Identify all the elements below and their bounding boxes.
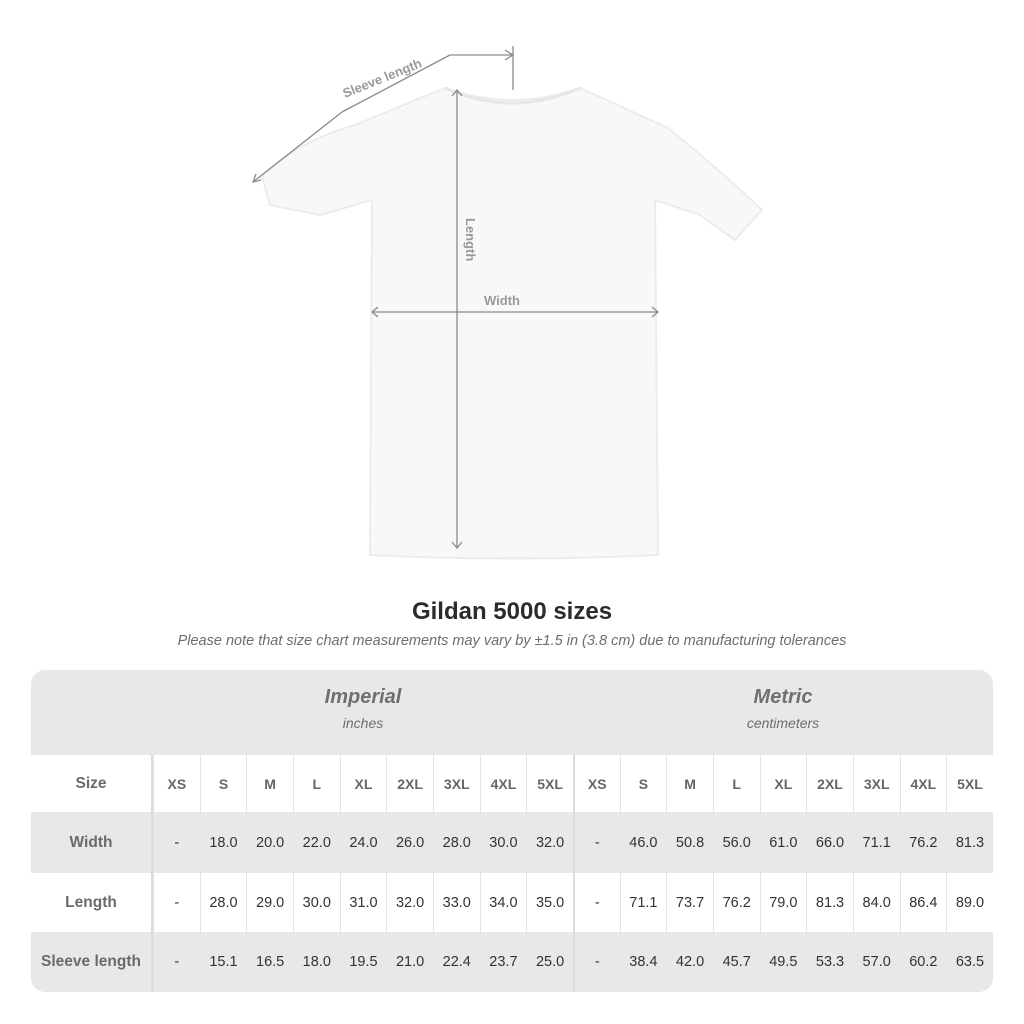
value-cell-metric: 56.0	[712, 812, 760, 873]
size-header-imperial: S	[199, 755, 247, 812]
size-header-metric: XS	[572, 755, 620, 812]
value-cell-imperial: 19.5	[339, 932, 387, 992]
value-cell-metric: 61.0	[759, 812, 807, 873]
value-cell-imperial: 30.0	[292, 873, 340, 932]
size-header-imperial: 5XL	[526, 755, 573, 812]
size-header-metric: S	[619, 755, 667, 812]
value-cell-imperial: 32.0	[386, 873, 433, 932]
value-cell-metric: 49.5	[759, 932, 807, 992]
value-cell-imperial: 31.0	[339, 873, 387, 932]
value-cell-imperial: 20.0	[246, 812, 293, 873]
size-header-imperial: 4XL	[479, 755, 527, 812]
value-cell-metric: 84.0	[852, 873, 900, 932]
width-label: Width	[484, 293, 520, 308]
value-cell-imperial: 32.0	[526, 812, 573, 873]
value-cell-imperial: -	[153, 873, 200, 932]
size-header-metric: XL	[759, 755, 807, 812]
size-table: Imperial inches Metric centimeters Size X…	[31, 670, 993, 992]
sleeve-length-label: Sleeve length	[341, 55, 424, 100]
table-row: Sleeve length -15.1 16.5 18.0 19.5 21.0 22.4 23…	[31, 932, 993, 992]
size-header-metric: 5XL	[946, 755, 993, 812]
value-cell-metric: 71.1	[852, 812, 900, 873]
value-cell-metric: 60.2	[899, 932, 947, 992]
value-cell-imperial: 21.0	[386, 932, 433, 992]
size-header-metric: 4XL	[899, 755, 947, 812]
value-cell-metric: 73.7	[666, 873, 713, 932]
value-cell-imperial: 25.0	[526, 932, 573, 992]
size-header-imperial: M	[246, 755, 293, 812]
tshirt-shape	[260, 86, 764, 560]
size-header-metric: 2XL	[806, 755, 853, 812]
value-cell-metric: 38.4	[619, 932, 667, 992]
value-cell-metric: 57.0	[852, 932, 900, 992]
size-header-imperial: XL	[339, 755, 387, 812]
value-cell-metric: 66.0	[806, 812, 853, 873]
metric-header: Metric centimeters	[573, 686, 993, 731]
value-cell-metric: 89.0	[946, 873, 993, 932]
value-cell-imperial: 33.0	[432, 873, 480, 932]
value-cell-metric: 81.3	[806, 873, 853, 932]
value-cell-imperial: 23.7	[479, 932, 527, 992]
value-cell-imperial: 22.4	[432, 932, 480, 992]
value-cell-metric: -	[572, 932, 620, 992]
page-title: Gildan 5000 sizes	[411, 598, 613, 625]
size-header-metric: 3XL	[852, 755, 900, 812]
imperial-header: Imperial inches	[153, 686, 573, 731]
size-header-imperial: L	[292, 755, 340, 812]
unit-header-band: Imperial inches Metric centimeters	[31, 670, 993, 755]
imperial-unit: inches	[342, 715, 384, 731]
table-row: Length -28.0 29.0 30.0 31.0 32.0 33.0 34.0 35.0-…	[31, 873, 993, 932]
value-cell-imperial: -	[153, 932, 200, 992]
imperial-title: Imperial	[324, 686, 402, 708]
row-label: Length	[31, 873, 153, 932]
metric-unit: centimeters	[746, 715, 820, 731]
value-cell-metric: 76.2	[712, 873, 760, 932]
value-cell-metric: 50.8	[666, 812, 713, 873]
tolerance-note: Please note that size chart measurements…	[177, 633, 847, 649]
value-cell-imperial: 35.0	[526, 873, 573, 932]
value-cell-metric: 63.5	[946, 932, 993, 992]
value-cell-imperial: 18.0	[199, 812, 247, 873]
value-cell-imperial: 28.0	[199, 873, 247, 932]
row-label: Size	[31, 755, 153, 812]
size-header-row: Size XS S M L XL 2XL 3XL 4XL 5XL XS S M L XL 2XL 3XL 4XL 5…	[31, 755, 993, 812]
value-cell-imperial: 28.0	[432, 812, 480, 873]
value-cell-metric: 45.7	[712, 932, 760, 992]
value-cell-metric: 46.0	[619, 812, 667, 873]
metric-title: Metric	[753, 686, 813, 708]
size-header-imperial: XS	[153, 755, 200, 812]
value-cell-metric: 53.3	[806, 932, 853, 992]
value-cell-metric: -	[572, 873, 620, 932]
size-header-imperial: 2XL	[386, 755, 433, 812]
value-cell-metric: 86.4	[899, 873, 947, 932]
value-cell-metric: 81.3	[946, 812, 993, 873]
value-cell-imperial: 30.0	[479, 812, 527, 873]
value-cell-imperial: 29.0	[246, 873, 293, 932]
tshirt-diagram: Sleeve length Length Width	[251, 46, 764, 560]
value-cell-imperial: 22.0	[292, 812, 340, 873]
size-header-metric: M	[666, 755, 713, 812]
value-cell-imperial: 24.0	[339, 812, 387, 873]
value-cell-imperial: -	[153, 812, 200, 873]
value-cell-imperial: 26.0	[386, 812, 433, 873]
value-cell-metric: 71.1	[619, 873, 667, 932]
value-cell-metric: 76.2	[899, 812, 947, 873]
value-cell-imperial: 15.1	[199, 932, 247, 992]
size-header-metric: L	[712, 755, 760, 812]
table-row: Width -18.0 20.0 22.0 24.0 26.0 28.0 30.0 32.0-4…	[31, 812, 993, 873]
length-label: Length	[463, 218, 478, 261]
value-cell-imperial: 34.0	[479, 873, 527, 932]
row-label: Sleeve length	[31, 932, 153, 992]
row-label: Width	[31, 812, 153, 873]
value-cell-metric: 79.0	[759, 873, 807, 932]
value-cell-imperial: 18.0	[292, 932, 340, 992]
value-cell-metric: 42.0	[666, 932, 713, 992]
value-cell-metric: -	[572, 812, 620, 873]
value-cell-imperial: 16.5	[246, 932, 293, 992]
size-header-imperial: 3XL	[432, 755, 480, 812]
